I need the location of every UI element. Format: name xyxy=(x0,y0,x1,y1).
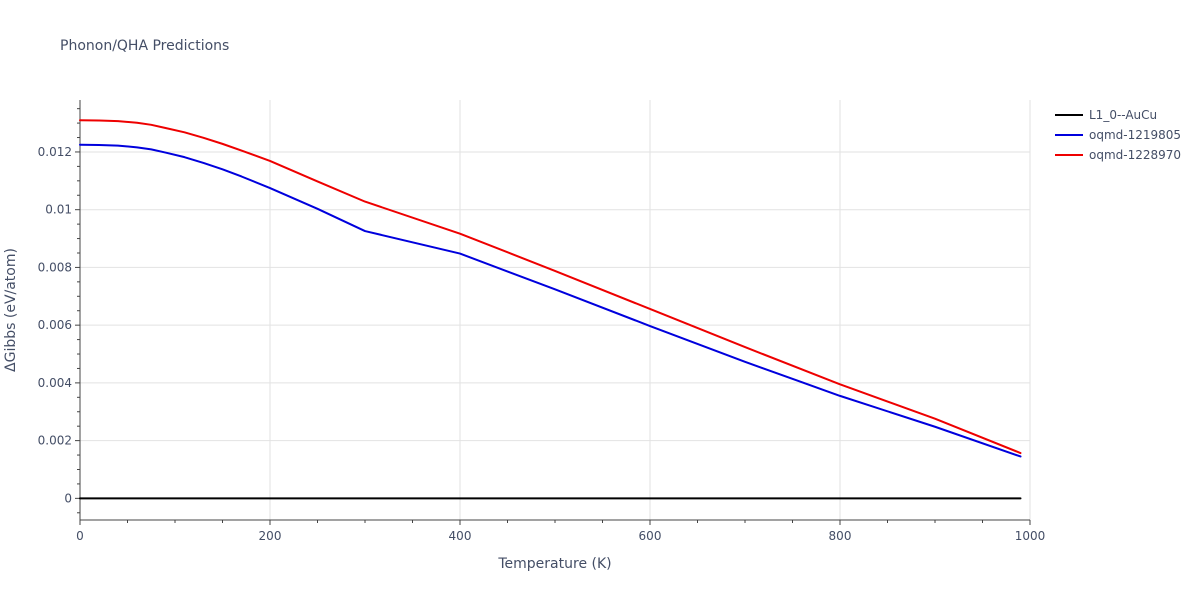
y-tick-label: 0.004 xyxy=(38,376,72,390)
axis-layer: 0 200 400 600 800 1000 0 0.002 0.004 0.006 0.008 0.… xyxy=(38,100,1046,543)
series-layer xyxy=(79,119,1022,500)
legend-label: oqmd-1219805 xyxy=(1089,128,1181,142)
x-tick-label: 800 xyxy=(829,529,852,543)
y-tick-label: 0.012 xyxy=(38,145,72,159)
x-axis-title: Temperature (K) xyxy=(497,556,611,572)
legend: L1_0--AuCu oqmd-1219805 oqmd-1228970 xyxy=(1055,108,1181,162)
y-tick-label: 0.008 xyxy=(38,260,72,274)
legend-item[interactable]: oqmd-1219805 xyxy=(1055,128,1181,142)
series-line-oqmd-1228970 xyxy=(79,119,1022,455)
x-tick-label: 400 xyxy=(449,529,472,543)
y-tick-label: 0.006 xyxy=(38,318,72,332)
legend-item[interactable]: L1_0--AuCu xyxy=(1055,108,1157,122)
y-tick-label: 0 xyxy=(64,491,72,505)
y-axis-title: ΔGibbs (eV/atom) xyxy=(3,248,19,372)
x-tick-label: 200 xyxy=(259,529,282,543)
legend-label: L1_0--AuCu xyxy=(1089,108,1157,122)
x-tick-label: 600 xyxy=(639,529,662,543)
x-tick-label: 0 xyxy=(76,529,84,543)
series-line-oqmd-1219805 xyxy=(79,143,1022,458)
chart-title: Phonon/QHA Predictions xyxy=(60,38,229,54)
y-tick-label: 0.002 xyxy=(38,434,72,448)
grid-layer xyxy=(80,100,1031,520)
x-tick-label: 1000 xyxy=(1015,529,1046,543)
legend-label: oqmd-1228970 xyxy=(1089,148,1181,162)
y-tick-label: 0.01 xyxy=(45,203,72,217)
legend-item[interactable]: oqmd-1228970 xyxy=(1055,148,1181,162)
